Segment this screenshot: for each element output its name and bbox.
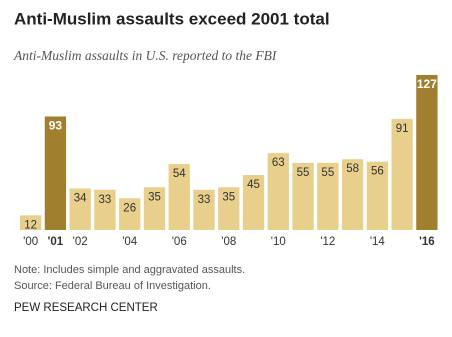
data-label: 54 bbox=[173, 168, 186, 180]
data-label: 63 bbox=[272, 157, 285, 169]
bar bbox=[94, 189, 116, 230]
x-tick-label: '10 bbox=[271, 236, 286, 248]
bar bbox=[391, 118, 413, 230]
x-tick-label: '06 bbox=[172, 236, 187, 248]
data-label: 55 bbox=[321, 167, 334, 179]
data-label: 33 bbox=[99, 194, 112, 206]
data-label: 26 bbox=[123, 202, 136, 214]
bar bbox=[242, 175, 265, 230]
bar bbox=[20, 215, 42, 230]
data-label: 56 bbox=[371, 166, 384, 178]
bar bbox=[168, 164, 190, 230]
x-tick-label: '14 bbox=[370, 236, 386, 248]
data-label: 93 bbox=[49, 119, 63, 133]
chart-subtitle: Anti-Muslim assaults in U.S. reported to… bbox=[13, 48, 278, 63]
bar bbox=[341, 159, 364, 230]
source: PEW RESEARCH CENTER bbox=[14, 302, 158, 314]
data-label: 33 bbox=[198, 194, 211, 206]
bar bbox=[218, 187, 240, 230]
x-tick-label: '08 bbox=[221, 236, 236, 248]
data-label: 55 bbox=[297, 167, 310, 179]
data-label: 127 bbox=[417, 77, 437, 91]
data-label: 35 bbox=[222, 191, 235, 203]
bar bbox=[143, 187, 166, 230]
x-tick-label: '16 bbox=[419, 236, 435, 248]
x-tick-label: '01 bbox=[48, 236, 64, 248]
data-label: 91 bbox=[396, 123, 409, 135]
data-label: 35 bbox=[148, 191, 161, 203]
data-label: 45 bbox=[247, 179, 260, 191]
x-tick-label: '04 bbox=[122, 236, 138, 248]
bar bbox=[416, 75, 438, 230]
chart-title: Anti-Muslim assaults exceed 2001 total bbox=[14, 9, 330, 28]
note: Note: Includes simple and aggravated ass… bbox=[14, 264, 245, 276]
bar bbox=[69, 188, 91, 230]
x-tick-label: '00 bbox=[23, 236, 38, 248]
bar bbox=[119, 198, 141, 230]
bar bbox=[366, 161, 389, 230]
x-tick-label: '02 bbox=[73, 236, 88, 248]
bar bbox=[267, 153, 289, 230]
data-label: 34 bbox=[74, 193, 87, 205]
bar bbox=[193, 189, 215, 230]
data-label: 12 bbox=[24, 219, 37, 231]
bar bbox=[317, 162, 339, 230]
bar bbox=[44, 116, 67, 230]
bar bbox=[292, 162, 314, 230]
x-tick-label: '12 bbox=[320, 236, 335, 248]
data-label: 58 bbox=[346, 163, 359, 175]
source-note: Source: Federal Bureau of Investigation. bbox=[14, 280, 211, 292]
